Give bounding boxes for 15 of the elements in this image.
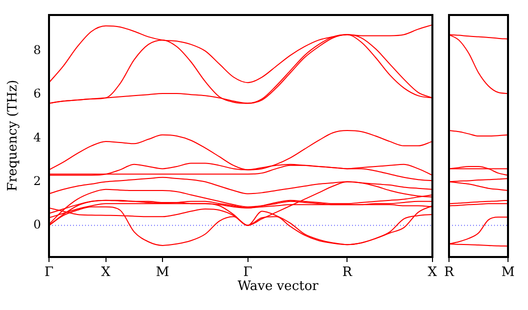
- y-tick-label: 2: [33, 174, 41, 188]
- y-axis-title: Frequency (THz): [6, 78, 20, 194]
- x-axis-title: Wave vector: [236, 279, 320, 294]
- x-tick-label: X: [101, 265, 112, 280]
- y-tick-label: 8: [33, 43, 41, 58]
- x-tick-label: R: [444, 265, 456, 280]
- y-tick-label: 4: [33, 130, 42, 144]
- x-tick-label: Γ: [44, 265, 54, 280]
- x-tick-label: M: [156, 265, 170, 280]
- x-tick-label: R: [342, 265, 354, 280]
- x-tick-label: Γ: [243, 265, 252, 280]
- y-tick-label: 0: [33, 218, 41, 232]
- x-tick-label: X: [428, 265, 438, 280]
- x-tick-label: M: [501, 265, 515, 280]
- y-tick-label: 6: [33, 86, 41, 101]
